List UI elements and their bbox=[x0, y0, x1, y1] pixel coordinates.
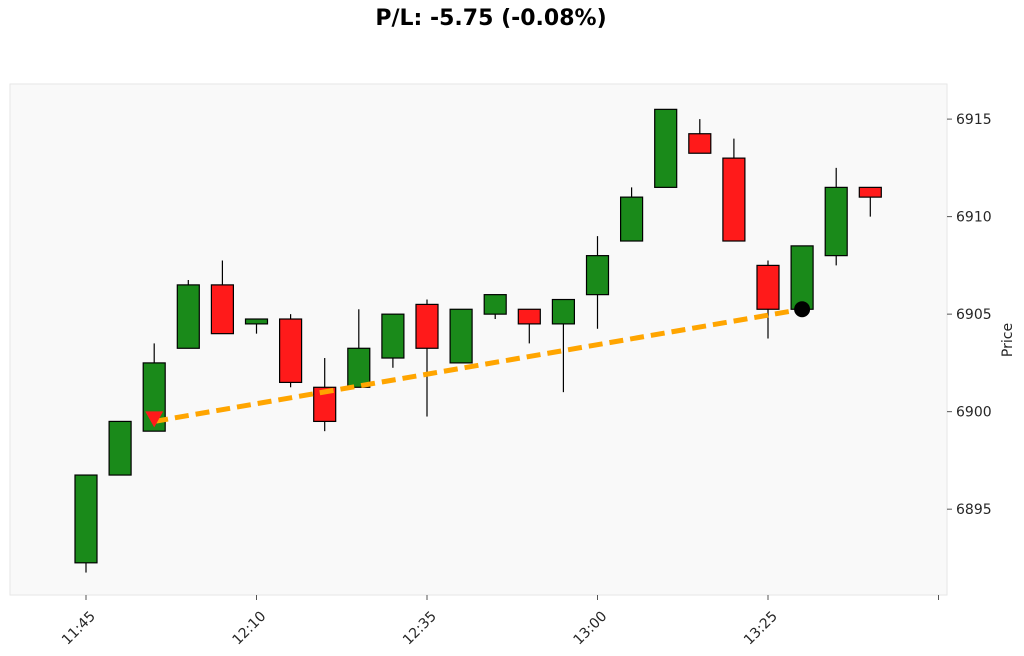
candle-body-up bbox=[824, 186, 848, 257]
candle-body-up bbox=[176, 284, 200, 349]
y-tick-label: 6895 bbox=[956, 502, 992, 518]
x-tick-label: 13:25 bbox=[741, 609, 781, 649]
y-tick-label: 6905 bbox=[956, 307, 992, 323]
candle-body-up bbox=[790, 245, 814, 310]
chart-title: P/L: -5.75 (-0.08%) bbox=[375, 6, 607, 31]
candle-body-down bbox=[210, 284, 234, 335]
x-tick-label: 13:00 bbox=[570, 609, 610, 649]
candle-body-up bbox=[381, 313, 405, 359]
entry-marker bbox=[145, 411, 164, 428]
candle-body-up bbox=[483, 294, 507, 315]
candle-body-up bbox=[585, 255, 610, 296]
candle-body-down bbox=[858, 186, 882, 198]
y-tick-label: 6900 bbox=[956, 405, 992, 421]
candle-body-up bbox=[108, 420, 132, 476]
y-tick-label: 6915 bbox=[956, 112, 992, 128]
y-axis-label: Price bbox=[1000, 323, 1016, 357]
candle-body-down bbox=[517, 308, 541, 325]
candle-body-down bbox=[415, 303, 439, 349]
trade-line bbox=[153, 306, 803, 424]
candle-body-up bbox=[654, 108, 678, 188]
x-tick-label: 12:10 bbox=[229, 609, 269, 649]
candle-body-up bbox=[619, 196, 644, 242]
candle-body-up bbox=[74, 474, 98, 564]
candle-body-down bbox=[688, 133, 712, 154]
candle-body-down bbox=[722, 157, 746, 242]
x-tick-label: 11:45 bbox=[59, 609, 99, 649]
y-tick-label: 6910 bbox=[956, 210, 992, 226]
plot-area bbox=[9, 83, 948, 596]
candle-body-up bbox=[551, 298, 576, 325]
candle-body-up bbox=[449, 308, 473, 364]
candle-body-down bbox=[313, 386, 337, 423]
candle-body-up bbox=[347, 347, 371, 388]
exit-marker bbox=[794, 301, 811, 318]
candle-body-down bbox=[756, 264, 780, 310]
candle-body-up bbox=[244, 318, 269, 325]
x-tick-label: 12:35 bbox=[400, 609, 440, 649]
candle-body-down bbox=[279, 318, 303, 384]
